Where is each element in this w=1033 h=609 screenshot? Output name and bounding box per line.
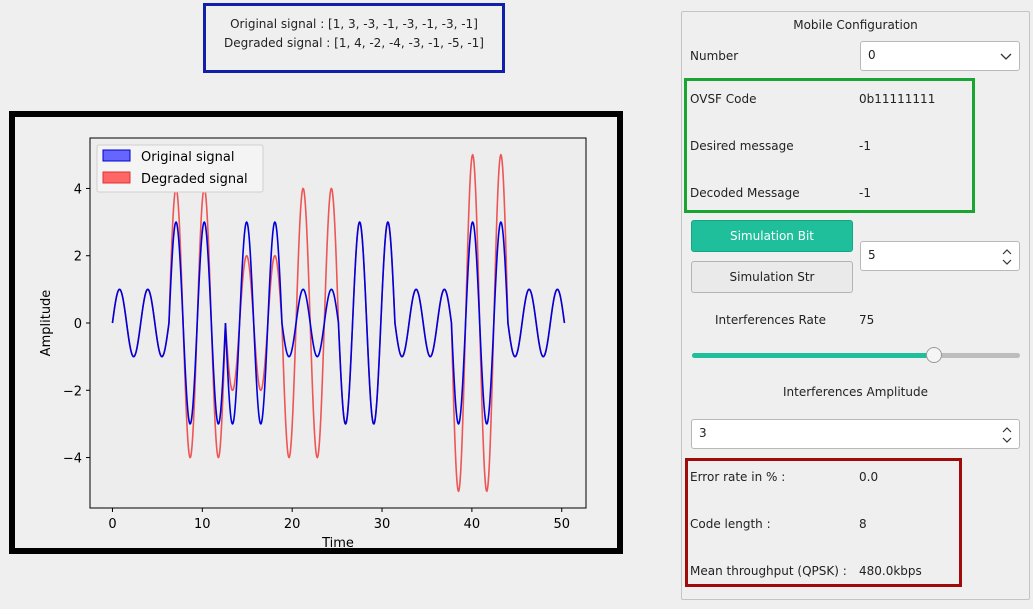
y-tick-label: 0 [74, 317, 82, 332]
error-rate-value: 0.0 [859, 470, 879, 484]
legend-label-degraded: Degraded signal [141, 172, 248, 187]
desired-message-value: -1 [859, 139, 871, 153]
legend-label-original: Original signal [141, 150, 234, 165]
interferences-amplitude-value: 3 [699, 426, 707, 440]
x-tick-label: 20 [284, 517, 301, 532]
code-length-value: 8 [859, 517, 867, 531]
mobile-configuration-panel: Mobile Configuration Number 0 OVSF Code … [681, 11, 1030, 600]
mean-throughput-label: Mean throughput (QPSK) : [690, 564, 847, 578]
number-label: Number [690, 49, 739, 63]
legend-swatch-degraded [102, 171, 131, 184]
slider-fill [692, 353, 934, 358]
legend: Original signal Degraded signal [96, 144, 264, 193]
legend-box [96, 144, 264, 193]
degraded-signal-text: Degraded signal : [1, 4, -2, -4, -3, -1,… [224, 36, 484, 50]
mean-throughput-value: 480.0kbps [859, 564, 922, 578]
original-signal-text: Original signal : [1, 3, -3, -1, -3, -1,… [230, 17, 478, 31]
chevron-down-icon [1000, 53, 1012, 60]
number-dropdown[interactable]: 0 [860, 41, 1020, 71]
interferences-rate-label: Interferences Rate [715, 313, 826, 327]
bit-count-spinbox[interactable]: 5 [860, 241, 1020, 271]
plot-frame: 0 10 20 30 40 50 4 2 0 −2 −4 Time Amplitude Origin… [9, 111, 623, 554]
ovsf-code-label: OVSF Code [690, 92, 757, 106]
results-box [685, 458, 962, 587]
spin-arrows-icon[interactable] [1001, 425, 1013, 445]
signal-summary-box: Original signal : [1, 3, -3, -1, -3, -1,… [203, 3, 505, 73]
decoded-message-value: -1 [859, 186, 871, 200]
y-axis-label: Amplitude [39, 290, 54, 357]
spin-arrows-icon[interactable] [1001, 247, 1013, 267]
interferences-amplitude-label: Interferences Amplitude [783, 385, 928, 399]
x-tick-label: 0 [108, 517, 116, 532]
y-tick-label: 2 [74, 250, 82, 265]
number-dropdown-value: 0 [868, 48, 876, 62]
x-tick-label: 40 [464, 517, 481, 532]
legend-swatch-original [102, 149, 131, 162]
error-rate-label: Error rate in % : [690, 470, 786, 484]
interferences-rate-slider[interactable] [692, 346, 1020, 366]
x-tick-label: 30 [374, 517, 391, 532]
x-tick-label: 10 [194, 517, 211, 532]
original-signal-line [111, 221, 566, 425]
decoded-message-label: Decoded Message [690, 186, 800, 200]
simulation-bit-button[interactable]: Simulation Bit [691, 220, 853, 252]
x-tick-label: 50 [553, 517, 570, 532]
x-axis-label: Time [321, 536, 354, 548]
simulation-str-button[interactable]: Simulation Str [691, 261, 853, 293]
ovsf-code-value: 0b11111111 [859, 92, 936, 106]
bit-count-value: 5 [868, 248, 876, 262]
y-tick-label: −2 [63, 384, 82, 399]
slider-handle[interactable] [926, 347, 942, 363]
panel-title: Mobile Configuration [793, 18, 918, 32]
code-length-label: Code length : [690, 517, 771, 531]
interferences-rate-value: 75 [859, 313, 875, 327]
y-tick-label: 4 [74, 182, 82, 197]
desired-message-label: Desired message [690, 139, 794, 153]
interferences-amplitude-spinbox[interactable]: 3 [691, 419, 1020, 449]
y-tick-label: −4 [63, 452, 82, 467]
message-info-box [684, 78, 975, 213]
